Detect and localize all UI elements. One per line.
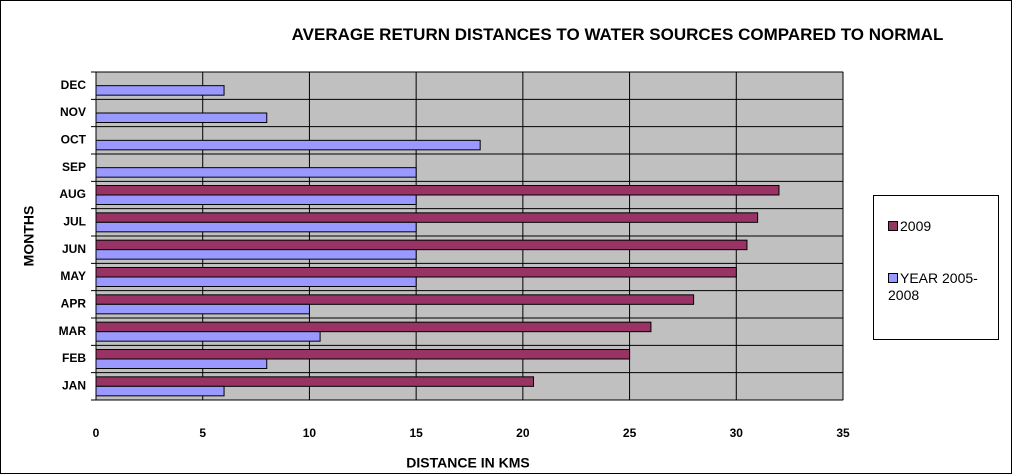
y-tick-label: OCT — [61, 133, 87, 147]
y-tick-label: NOV — [60, 105, 86, 119]
x-tick-label: 25 — [623, 426, 637, 440]
legend-swatch — [888, 273, 898, 283]
chart-title: AVERAGE RETURN DISTANCES TO WATER SOURCE… — [291, 25, 944, 44]
legend-label: YEAR 2005-2008 — [888, 270, 978, 303]
bar — [95, 294, 695, 305]
bar — [95, 331, 321, 342]
x-tick-label: 30 — [730, 426, 744, 440]
bar — [95, 239, 748, 251]
bar — [95, 321, 652, 333]
x-tick-label: 5 — [199, 426, 206, 440]
bar — [95, 276, 417, 287]
bar — [95, 221, 417, 233]
bar — [95, 349, 631, 360]
x-tick-label: 15 — [409, 426, 423, 440]
bar — [95, 376, 535, 387]
y-tick-label: JUN — [62, 242, 86, 256]
x-axis-label: DISTANCE IN KMS — [406, 455, 529, 471]
bar — [95, 85, 225, 96]
bar — [95, 185, 780, 196]
bar — [95, 303, 310, 315]
bar — [95, 194, 417, 205]
x-tick-label: 10 — [303, 426, 317, 440]
y-tick-label: FEB — [62, 351, 86, 365]
x-tick-label: 0 — [93, 426, 100, 440]
x-tick-label: 20 — [516, 426, 530, 440]
legend-item: 2009 — [888, 218, 998, 235]
bar — [95, 267, 737, 278]
y-axis-label: MONTHS — [21, 206, 37, 267]
bar — [95, 358, 268, 369]
y-tick-label: MAY — [60, 269, 86, 283]
bar — [95, 249, 417, 260]
bar — [95, 112, 268, 123]
y-tick-label: JUL — [63, 215, 86, 229]
y-tick-label: DEC — [61, 78, 87, 92]
legend-swatch — [888, 221, 898, 231]
y-tick-label: APR — [61, 297, 87, 311]
legend-item: YEAR 2005-2008 — [888, 270, 998, 304]
legend: 2009 YEAR 2005-2008 — [873, 195, 999, 340]
bar — [95, 167, 417, 178]
x-tick-label: 35 — [836, 426, 850, 440]
y-tick-label: MAR — [59, 324, 87, 338]
bar — [95, 385, 225, 397]
legend-label: 2009 — [900, 218, 932, 234]
y-tick-label: AUG — [59, 187, 86, 201]
y-tick-label: JAN — [62, 379, 86, 393]
bar — [95, 139, 481, 151]
y-tick-label: SEP — [62, 160, 86, 174]
bar — [95, 212, 759, 223]
